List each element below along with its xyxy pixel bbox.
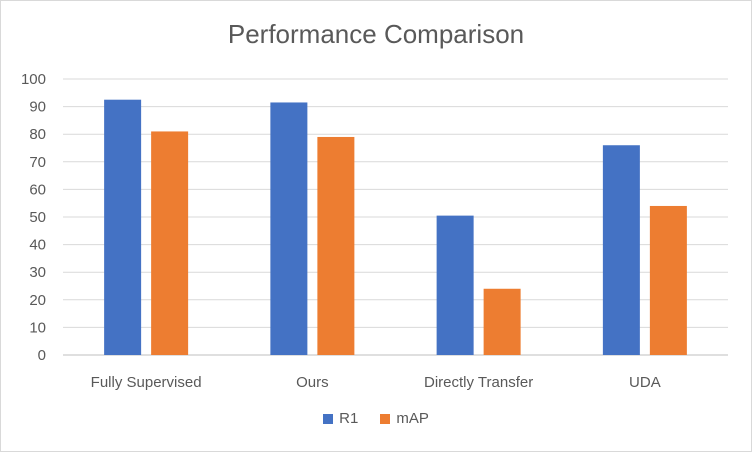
bar-r1-1 xyxy=(104,99,142,355)
bar-map-2 xyxy=(317,136,355,355)
legend-label: R1 xyxy=(339,410,359,427)
bar-r1-2 xyxy=(270,102,308,356)
y-tick-label: 80 xyxy=(29,126,46,143)
bar-map-4 xyxy=(649,205,687,355)
y-tick-label: 40 xyxy=(29,237,46,254)
x-category-label: UDA xyxy=(629,374,661,391)
y-tick-label: 10 xyxy=(29,319,46,336)
x-category-label: Fully Supervised xyxy=(91,374,202,391)
y-tick-label: 90 xyxy=(29,99,46,116)
y-tick-label: 100 xyxy=(21,71,46,88)
x-category-label: Ours xyxy=(296,374,329,391)
legend: R1 mAP xyxy=(1,410,751,427)
legend-label: mAP xyxy=(396,410,429,427)
legend-swatch xyxy=(323,413,334,424)
bar-r1-3 xyxy=(436,215,474,355)
bar-r1-4 xyxy=(602,145,640,355)
y-tick-label: 60 xyxy=(29,181,46,198)
legend-item: R1 xyxy=(323,410,358,427)
legend-swatch xyxy=(380,413,391,424)
x-category-label: Directly Transfer xyxy=(424,374,533,391)
legend-item: mAP xyxy=(380,410,429,427)
y-tick-label: 30 xyxy=(29,264,46,281)
y-tick-label: 0 xyxy=(38,347,46,364)
chart-title: Performance Comparison xyxy=(227,19,525,49)
y-tick-label: 20 xyxy=(29,292,46,309)
bar-map-3 xyxy=(483,288,521,355)
y-tick-label: 70 xyxy=(29,154,46,171)
y-tick-label: 50 xyxy=(29,209,46,226)
bar-map-1 xyxy=(151,131,189,355)
